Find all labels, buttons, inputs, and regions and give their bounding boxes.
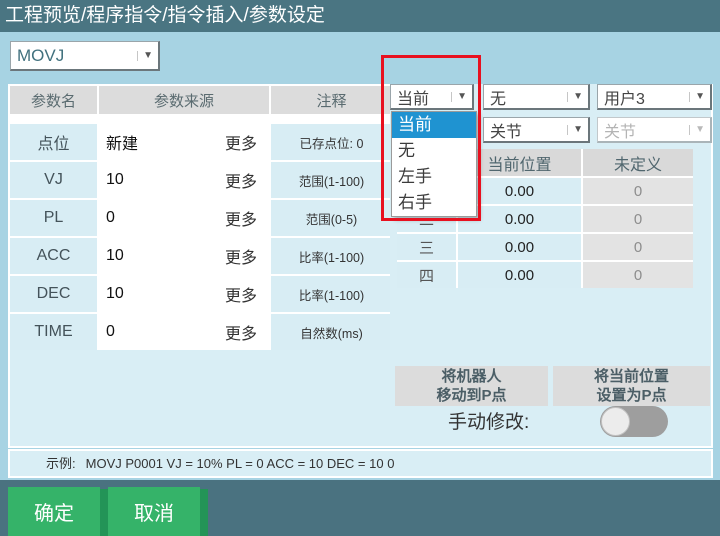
column-header-comment: 注释 <box>271 86 392 114</box>
column-header-undefined: 未定义 <box>583 149 693 176</box>
param-comment-point: 已存点位: 0 <box>271 124 392 160</box>
chevron-down-icon: ▼ <box>567 91 588 102</box>
dropdown-option-right-hand[interactable]: 右手 <box>398 193 432 212</box>
more-button-pl[interactable]: 更多 <box>213 200 269 236</box>
coord-select[interactable]: 关节 ▼ <box>483 117 590 143</box>
param-value-point[interactable]: 新建 <box>99 124 211 160</box>
coord-select-disabled-value: 关节 <box>604 123 637 141</box>
param-comment-dec: 比率(1-100) <box>271 276 392 312</box>
coord-select-disabled: 关节 ▼ <box>597 117 712 143</box>
param-comment-vj: 范围(1-100) <box>271 162 392 198</box>
dropdown-option-current[interactable]: 当前 <box>392 112 476 138</box>
more-button-acc[interactable]: 更多 <box>213 238 269 274</box>
more-button-time[interactable]: 更多 <box>213 314 269 350</box>
more-button-vj[interactable]: 更多 <box>213 162 269 198</box>
hand-select-value: 当前 <box>397 90 430 108</box>
hand-select[interactable]: 当前 ▼ <box>390 84 474 110</box>
param-value-vj[interactable]: 10 <box>99 162 211 198</box>
param-value-acc[interactable]: 10 <box>99 238 211 274</box>
param-value-dec[interactable]: 10 <box>99 276 211 312</box>
axis-label-3: 三 <box>397 234 456 260</box>
dropdown-option-left-hand[interactable]: 左手 <box>398 167 432 186</box>
axis-label-4: 四 <box>397 262 456 288</box>
hand-select-dropdown: 当前 无 左手 右手 <box>391 111 477 217</box>
param-label-point: 点位 <box>10 124 97 160</box>
more-button-point[interactable]: 更多 <box>213 124 269 160</box>
manual-edit-toggle[interactable] <box>600 406 668 437</box>
chevron-down-icon: ▼ <box>137 50 158 61</box>
cancel-button[interactable]: 取消 <box>108 487 200 536</box>
title-bar: 工程预览/程序指令/指令插入/参数设定 <box>0 0 720 32</box>
param-comment-pl: 范围(0-5) <box>271 200 392 236</box>
parameters-table: 参数名 参数来源 注释 点位 新建 更多 已存点位: 0 VJ 10 更多 范围… <box>10 86 392 350</box>
coord-select-value: 关节 <box>490 123 523 141</box>
param-label-dec: DEC <box>10 276 97 312</box>
axis-target-4: 0 <box>583 262 693 288</box>
more-button-dec[interactable]: 更多 <box>213 276 269 312</box>
chevron-down-icon: ▼ <box>567 124 588 135</box>
param-label-vj: VJ <box>10 162 97 198</box>
example-label: 示例: <box>46 456 76 471</box>
param-value-time[interactable]: 0 <box>99 314 211 350</box>
axis-current-4: 0.00 <box>458 262 581 288</box>
user-frame-select-value: 用户3 <box>604 90 645 108</box>
example-strip: 示例: MOVJ P0001 VJ = 10% PL = 0 ACC = 10 D… <box>8 449 713 478</box>
param-comment-time: 自然数(ms) <box>271 314 392 350</box>
tool-select-value: 无 <box>490 90 507 108</box>
axis-target-2: 0 <box>583 206 693 232</box>
move-robot-to-p-button[interactable]: 将机器人 移动到P点 <box>395 366 548 406</box>
ok-button[interactable]: 确定 <box>8 487 100 536</box>
param-label-time: TIME <box>10 314 97 350</box>
param-label-acc: ACC <box>10 238 97 274</box>
dropdown-option-none[interactable]: 无 <box>398 141 415 160</box>
axis-target-1: 0 <box>583 178 693 204</box>
chevron-down-icon: ▼ <box>451 91 472 102</box>
chevron-down-icon: ▼ <box>689 91 710 102</box>
manual-edit-label: 手动修改: <box>448 412 530 433</box>
user-frame-select[interactable]: 用户3 ▼ <box>597 84 712 110</box>
position-panel: 当前 ▼ 无 ▼ 用户3 ▼ 关节 ▼ 关节 ▼ 当前位置 未定义 一 0.00… <box>390 84 713 448</box>
page-title: 工程预览/程序指令/指令插入/参数设定 <box>5 5 325 26</box>
tool-select[interactable]: 无 ▼ <box>483 84 590 110</box>
column-header-source: 参数来源 <box>99 86 269 114</box>
column-header-name: 参数名 <box>10 86 97 114</box>
example-text: MOVJ P0001 VJ = 10% PL = 0 ACC = 10 DEC … <box>85 456 395 471</box>
axis-current-3: 0.00 <box>458 234 581 260</box>
bottom-bar: 确定 取消 <box>0 480 720 536</box>
instruction-select[interactable]: MOVJ ▼ <box>10 41 160 71</box>
set-current-as-p-button[interactable]: 将当前位置 设置为P点 <box>553 366 710 406</box>
axis-target-3: 0 <box>583 234 693 260</box>
chevron-down-icon: ▼ <box>689 124 710 135</box>
toggle-knob-icon <box>601 407 630 436</box>
param-label-pl: PL <box>10 200 97 236</box>
instruction-select-value: MOVJ <box>17 45 65 65</box>
param-value-pl[interactable]: 0 <box>99 200 211 236</box>
parameters-panel: 参数名 参数来源 注释 点位 新建 更多 已存点位: 0 VJ 10 更多 范围… <box>8 84 394 448</box>
param-comment-acc: 比率(1-100) <box>271 238 392 274</box>
